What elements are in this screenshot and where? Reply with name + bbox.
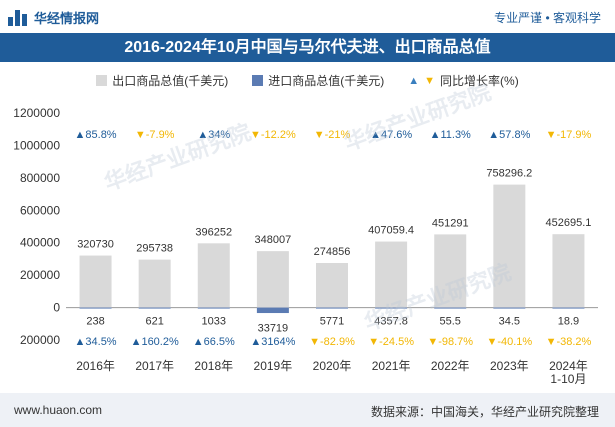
x-tick-label: 2017年 <box>135 359 174 373</box>
import-growth-label: ▲34.5% <box>75 336 117 348</box>
x-tick-label: 2016年 <box>76 359 115 373</box>
y-tick-label: 200000 <box>20 268 60 282</box>
import-value-label: 238 <box>86 316 104 328</box>
export-value-label: 407059.4 <box>368 225 414 237</box>
export-bar <box>552 234 585 308</box>
import-bar <box>138 307 171 309</box>
import-bar <box>493 307 526 309</box>
import-value-label: 5771 <box>320 316 344 328</box>
import-bar <box>256 307 289 314</box>
import-value-label: 55.5 <box>440 316 461 328</box>
export-bar <box>138 259 171 308</box>
import-growth-label: ▲3164% <box>250 336 295 348</box>
y-tick-label: 1200000 <box>13 106 60 120</box>
chart-title: 2016-2024年10月中国与马尔代夫进、出口商品总值 <box>0 33 615 62</box>
export-bar <box>197 243 230 308</box>
legend-item-growth: ▲ ▼ 同比增长率(%) <box>408 72 518 89</box>
export-value-label: 295738 <box>136 243 173 255</box>
import-growth-label: ▲160.2% <box>131 336 179 348</box>
export-growth-label: ▲57.8% <box>488 129 530 141</box>
import-value-label: 18.9 <box>558 316 579 328</box>
legend: 出口商品总值(千美元) 进口商品总值(千美元) ▲ ▼ 同比增长率(%) <box>0 72 615 89</box>
import-value-label: 33719 <box>258 323 289 335</box>
import-bar <box>79 307 112 309</box>
x-tick-label: 2021年 <box>372 359 411 373</box>
legend-label-growth: 同比增长率(%) <box>440 74 519 88</box>
x-tick-label: 2018年 <box>194 359 233 373</box>
logo-text: 华经情报网 <box>34 11 100 26</box>
y-tick-label: 400000 <box>20 236 60 250</box>
legend-item-import: 进口商品总值(千美元) <box>252 72 384 89</box>
export-growth-label: ▲47.6% <box>370 129 412 141</box>
y-tick-label: 0 <box>53 301 60 315</box>
export-value-label: 320730 <box>77 239 114 251</box>
chart-plot: 1200000 1000000 800000 600000 400000 200000 0 2… <box>13 106 598 386</box>
x-tick-label: 2019年 <box>254 359 293 373</box>
legend-item-export: 出口商品总值(千美元) <box>96 72 228 89</box>
import-growth-label: ▲66.5% <box>193 336 235 348</box>
export-value-label: 758296.2 <box>486 168 532 180</box>
import-growth-label: ▼-40.1% <box>486 336 532 348</box>
x-tick-label: 2023年 <box>490 359 529 373</box>
export-growth-label: ▼-17.9% <box>546 129 592 141</box>
footer: www.huaon.com 数据来源：中国海关，华经产业研究院整理 <box>0 393 615 427</box>
export-growth-label: ▲11.3% <box>430 129 471 141</box>
import-value-label: 621 <box>145 316 163 328</box>
export-value-label: 274856 <box>314 246 351 258</box>
export-value-label: 451291 <box>432 217 469 229</box>
import-growth-label: ▼-82.9% <box>309 336 355 348</box>
export-bar <box>79 255 112 308</box>
footer-source: 数据来源：中国海关，华经产业研究院整理 <box>370 405 599 419</box>
x-tick-label: 2020年 <box>313 359 352 373</box>
legend-label-import: 进口商品总值(千美元) <box>268 74 385 88</box>
y-tick-label: 600000 <box>20 203 60 217</box>
bar-chart-logo-icon <box>8 9 28 26</box>
import-value-label: 1033 <box>202 316 226 328</box>
export-growth-label: ▼-21% <box>314 129 351 141</box>
import-bar <box>552 307 585 309</box>
export-bar <box>316 263 348 308</box>
export-bar <box>375 241 408 308</box>
import-value-label: 34.5 <box>499 316 520 328</box>
export-growth-label: ▼-7.9% <box>135 129 175 141</box>
import-bar <box>316 307 348 309</box>
legend-swatch-import <box>252 75 264 86</box>
tagline: 专业严谨 • 客观科学 <box>494 11 601 25</box>
y-tick-label: 800000 <box>20 171 60 185</box>
x-tick-label: 2024年 <box>549 359 588 373</box>
y-tick-label: 1000000 <box>13 138 60 152</box>
import-growth-label: ▼-98.7% <box>427 336 473 348</box>
export-value-label: 452695.1 <box>545 217 591 229</box>
x-tick-label: 2022年 <box>431 359 470 373</box>
import-bar <box>375 307 408 309</box>
import-bar <box>197 307 230 309</box>
import-growth-label: ▼-38.2% <box>546 336 592 348</box>
export-value-label: 396252 <box>195 226 232 238</box>
import-growth-label: ▼-24.5% <box>368 336 414 348</box>
export-bar <box>256 251 289 308</box>
triangle-up-icon: ▲ <box>408 74 420 87</box>
y-tick-label: 200000 <box>20 333 60 347</box>
legend-swatch-export <box>96 75 108 86</box>
import-value-label: 4357.8 <box>374 316 408 328</box>
triangle-down-icon: ▼ <box>424 74 436 87</box>
export-growth-label: ▲34% <box>197 129 230 141</box>
header-bar: 华经情报网 专业严谨 • 客观科学 <box>0 0 615 33</box>
export-growth-label: ▼-12.2% <box>250 129 296 141</box>
export-growth-label: ▲85.8% <box>75 129 117 141</box>
logo: 华经情报网 <box>8 8 99 27</box>
export-bar <box>493 184 526 308</box>
x-tick-label: 1-10月 <box>550 372 586 386</box>
footer-website: www.huaon.com <box>14 403 103 417</box>
export-value-label: 348007 <box>255 234 292 246</box>
legend-label-export: 出口商品总值(千美元) <box>112 74 229 88</box>
import-bar <box>434 307 467 309</box>
export-bar <box>434 234 467 308</box>
